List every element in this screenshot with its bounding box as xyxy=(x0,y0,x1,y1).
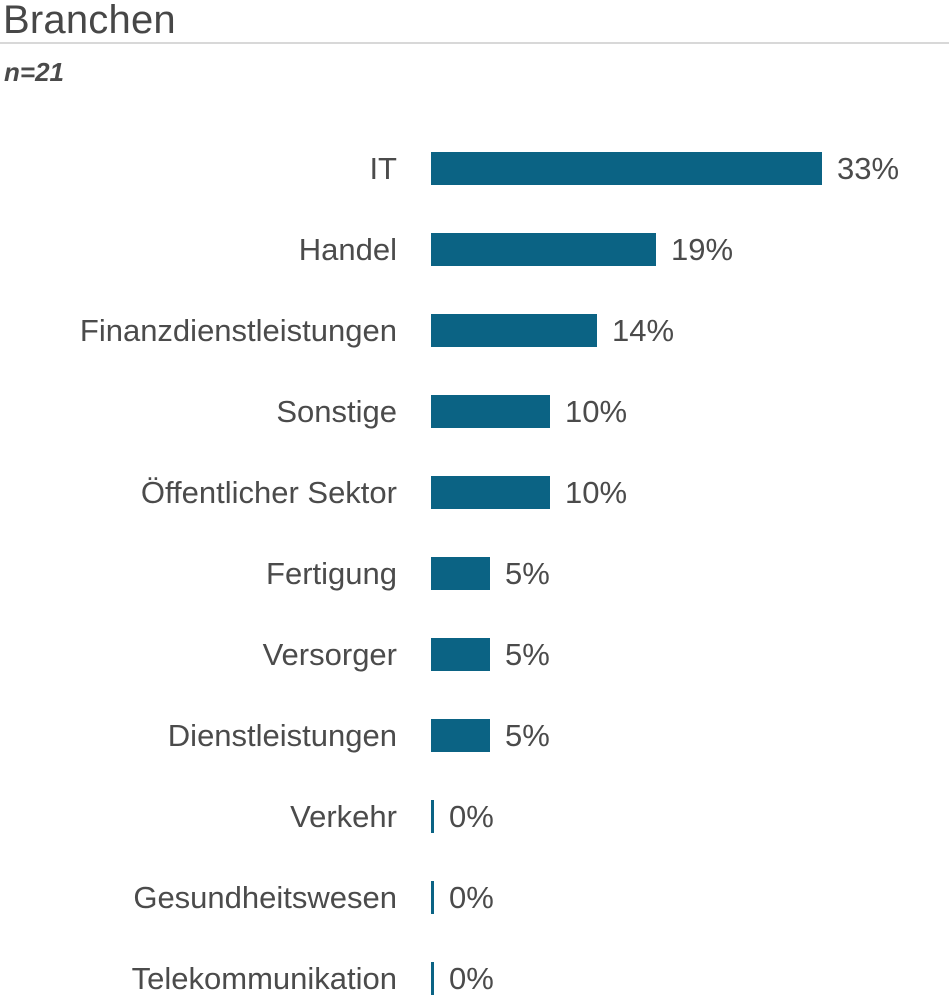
bar xyxy=(431,233,656,266)
chart-row: Fertigung 5% xyxy=(0,533,949,614)
category-label: Versorger xyxy=(262,636,397,672)
bar-track: 33% xyxy=(431,151,949,187)
value-label: 10% xyxy=(565,474,628,510)
bar xyxy=(431,557,490,590)
bar-track: 0% xyxy=(431,961,949,997)
bar xyxy=(431,476,550,509)
bar xyxy=(431,962,434,995)
bar xyxy=(431,395,550,428)
value-label: 5% xyxy=(505,717,550,753)
bar xyxy=(431,152,822,185)
chart-row: Handel 19% xyxy=(0,209,949,290)
value-label: 0% xyxy=(449,960,494,996)
chart-row: Sonstige 10% xyxy=(0,371,949,452)
bar-track: 19% xyxy=(431,232,949,268)
chart-title: Branchen xyxy=(3,0,176,42)
chart-row: Telekommunikation 0% xyxy=(0,938,949,1002)
category-label: Fertigung xyxy=(266,555,397,591)
bar xyxy=(431,638,490,671)
bar xyxy=(431,881,434,914)
category-label: Gesundheitswesen xyxy=(133,879,397,915)
title-divider xyxy=(0,42,949,44)
chart-row: IT 33% xyxy=(0,128,949,209)
category-label: Finanzdienstleistungen xyxy=(79,312,397,348)
category-label: Verkehr xyxy=(290,798,397,834)
bar-track: 10% xyxy=(431,394,949,430)
bar-track: 10% xyxy=(431,475,949,511)
chart-row: Gesundheitswesen 0% xyxy=(0,857,949,938)
category-label: Handel xyxy=(298,231,397,267)
value-label: 14% xyxy=(612,312,675,348)
value-label: 5% xyxy=(505,555,550,591)
chart-row: Verkehr 0% xyxy=(0,776,949,857)
category-label: Öffentlicher Sektor xyxy=(140,474,397,510)
category-label: Telekommunikation xyxy=(131,960,397,996)
bar-track: 5% xyxy=(431,718,949,754)
chart-row: Öffentlicher Sektor 10% xyxy=(0,452,949,533)
value-label: 33% xyxy=(837,150,900,186)
bar-track: 5% xyxy=(431,556,949,592)
bar-track: 0% xyxy=(431,799,949,835)
bar-chart: IT 33% Handel 19% Finanzdienstleistungen 14% S… xyxy=(0,128,949,1002)
category-label: IT xyxy=(369,150,397,186)
chart-row: Dienstleistungen 5% xyxy=(0,695,949,776)
value-label: 0% xyxy=(449,879,494,915)
chart-row: Versorger 5% xyxy=(0,614,949,695)
value-label: 5% xyxy=(505,636,550,672)
value-label: 19% xyxy=(671,231,734,267)
chart-row: Finanzdienstleistungen 14% xyxy=(0,290,949,371)
bar xyxy=(431,800,434,833)
bar xyxy=(431,314,597,347)
sample-size-label: n=21 xyxy=(4,57,64,87)
value-label: 10% xyxy=(565,393,628,429)
category-label: Dienstleistungen xyxy=(167,717,397,753)
category-label: Sonstige xyxy=(276,393,397,429)
value-label: 0% xyxy=(449,798,494,834)
bar-track: 14% xyxy=(431,313,949,349)
bar xyxy=(431,719,490,752)
bar-track: 5% xyxy=(431,637,949,673)
bar-track: 0% xyxy=(431,880,949,916)
